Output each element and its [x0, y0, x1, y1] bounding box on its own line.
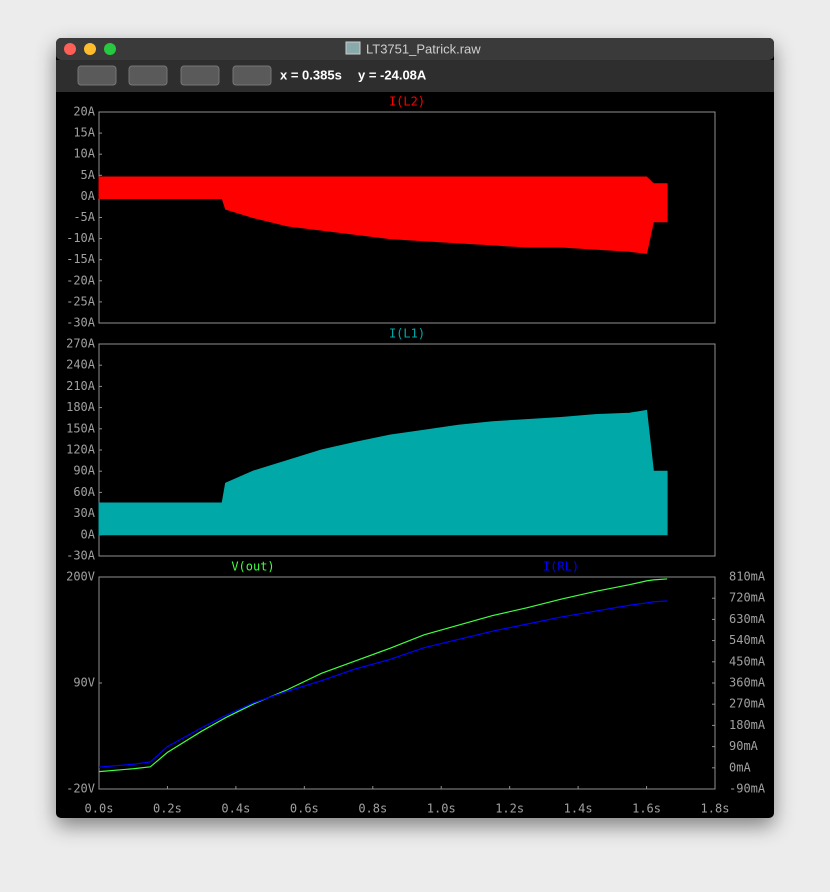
- y2-tick-label: -90mA: [729, 782, 766, 796]
- zoom-tool[interactable]: [77, 65, 117, 86]
- y-tick-label: 15A: [73, 126, 95, 140]
- x-tick-label: 0.6s: [290, 802, 319, 816]
- cursor-y: y = -24.08A: [358, 67, 427, 82]
- y-tick-label: -20V: [66, 782, 95, 796]
- y-tick-label: -10A: [66, 231, 96, 245]
- y-tick-label: 90A: [73, 464, 95, 478]
- x-tick-label: 1.8s: [701, 802, 730, 816]
- y-tick-label: 240A: [66, 358, 96, 372]
- x-tick-label: 1.6s: [632, 802, 661, 816]
- y2-tick-label: 0mA: [729, 760, 751, 774]
- series-name: I(RL): [543, 560, 579, 574]
- y-tick-label: 0A: [81, 189, 96, 203]
- y-tick-label: 210A: [66, 379, 96, 393]
- x-tick-label: 0.8s: [358, 802, 387, 816]
- series-line: [98, 578, 668, 773]
- y-tick-label: -25A: [66, 294, 96, 308]
- pan-tool[interactable]: [180, 65, 220, 86]
- range-area: [98, 176, 668, 254]
- y2-tick-label: 720mA: [729, 591, 766, 605]
- y2-tick-label: 360mA: [729, 676, 766, 690]
- range-area: [98, 409, 668, 536]
- y-tick-label: 20A: [73, 105, 95, 119]
- y2-tick-label: 180mA: [729, 718, 766, 732]
- window: [56, 38, 774, 818]
- title-bar: [56, 38, 774, 60]
- series-name: V(out): [231, 560, 274, 574]
- y-tick-label: -20A: [66, 273, 96, 287]
- y-tick-label: 30A: [73, 506, 95, 520]
- x-tick-label: 1.4s: [564, 802, 593, 816]
- x-tick-label: 0.2s: [153, 802, 182, 816]
- y-tick-label: -5A: [73, 210, 95, 224]
- y-tick-label: -30A: [66, 549, 96, 563]
- autorange-tool[interactable]: [128, 65, 168, 86]
- y-tick-label: -15A: [66, 252, 96, 266]
- series-name: I(L1): [389, 327, 425, 341]
- x-tick-label: 0.0s: [85, 802, 114, 816]
- y2-tick-label: 540mA: [729, 633, 766, 647]
- y-tick-label: 90V: [73, 676, 95, 690]
- file-icon: [345, 41, 361, 55]
- cursor-x: x = 0.385s: [280, 67, 342, 82]
- y-tick-label: 120A: [66, 443, 96, 457]
- x-tick-label: 0.4s: [221, 802, 250, 816]
- toolbar: [56, 60, 774, 92]
- y2-tick-label: 630mA: [729, 612, 766, 626]
- series-line: [98, 600, 668, 768]
- y2-tick-label: 810mA: [729, 570, 766, 584]
- y-tick-label: 0A: [81, 527, 96, 541]
- y-tick-label: 200V: [66, 570, 95, 584]
- y-tick-label: 10A: [73, 147, 95, 161]
- x-tick-label: 1.2s: [495, 802, 524, 816]
- minimize-button[interactable]: [84, 43, 96, 55]
- y2-tick-label: 270mA: [729, 697, 766, 711]
- y-tick-label: 270A: [66, 337, 96, 351]
- series-name: I(L2): [389, 95, 425, 109]
- y-tick-label: 180A: [66, 400, 96, 414]
- zoom-button[interactable]: [104, 43, 116, 55]
- y-tick-label: -30A: [66, 316, 96, 330]
- close-button[interactable]: [64, 43, 76, 55]
- y2-tick-label: 450mA: [729, 654, 766, 668]
- y-tick-label: 60A: [73, 485, 95, 499]
- y2-tick-label: 90mA: [729, 739, 759, 753]
- window-title: LT3751_Patrick.raw: [366, 41, 481, 56]
- y-tick-label: 5A: [81, 168, 96, 182]
- probe-tool[interactable]: [232, 65, 272, 86]
- x-tick-label: 1.0s: [427, 802, 456, 816]
- y-tick-label: 150A: [66, 421, 96, 435]
